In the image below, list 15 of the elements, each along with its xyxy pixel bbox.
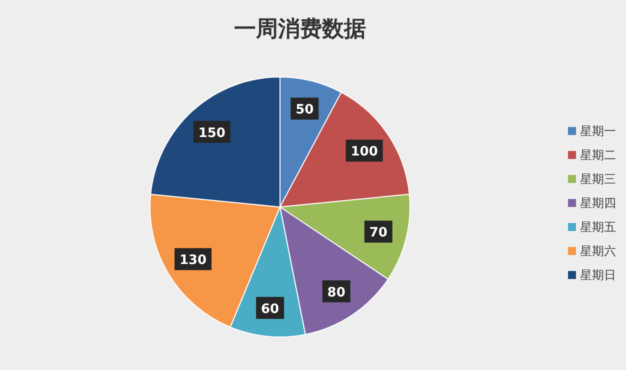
legend-label: 星期六 <box>580 244 616 258</box>
data-label: 70 <box>369 226 388 241</box>
data-label: 80 <box>327 285 346 300</box>
data-label: 60 <box>261 302 280 317</box>
legend-label: 星期日 <box>580 268 616 282</box>
legend-label: 星期二 <box>580 148 616 162</box>
legend-label: 星期四 <box>580 196 616 210</box>
legend-label: 星期三 <box>580 172 616 186</box>
data-label: 50 <box>296 102 314 118</box>
data-label: 150 <box>198 126 226 141</box>
legend-label: 星期五 <box>580 220 616 234</box>
legend-label: 星期一 <box>580 124 616 138</box>
data-label: 130 <box>179 253 207 268</box>
chart-title: 一周消费数据 <box>234 17 366 42</box>
data-label: 100 <box>350 144 378 160</box>
